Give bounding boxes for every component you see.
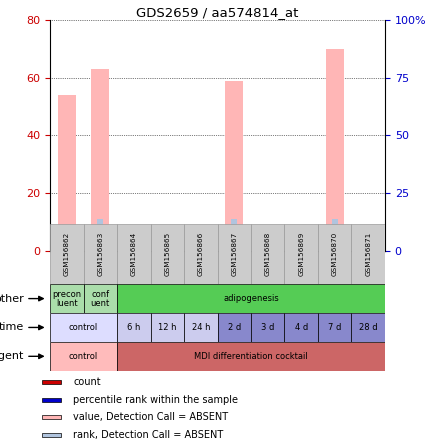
Text: 3 d: 3 d [260, 323, 274, 332]
Bar [317, 313, 351, 342]
Text: 4 d: 4 d [294, 323, 307, 332]
Bar [117, 224, 150, 284]
Bar [351, 313, 384, 342]
Bar [284, 313, 317, 342]
Bar [43, 416, 61, 419]
Text: 12 h: 12 h [158, 323, 176, 332]
Text: 7 d: 7 d [327, 323, 341, 332]
Bar [117, 313, 150, 342]
Bar [217, 224, 250, 284]
Text: GSM156865: GSM156865 [164, 232, 170, 276]
Bar [64, 225, 69, 251]
Bar [184, 313, 217, 342]
Bar [231, 219, 237, 251]
Text: GSM156866: GSM156866 [197, 232, 203, 276]
Text: GSM156871: GSM156871 [365, 232, 370, 276]
Bar [150, 313, 184, 342]
Text: rank, Detection Call = ABSENT: rank, Detection Call = ABSENT [73, 430, 223, 440]
Bar [50, 284, 83, 313]
Bar [83, 224, 117, 284]
Text: GSM156863: GSM156863 [97, 232, 103, 276]
Bar [117, 284, 384, 313]
Text: adipogenesis: adipogenesis [223, 294, 278, 303]
Text: conf
uent: conf uent [90, 289, 110, 308]
Text: agent: agent [0, 351, 24, 361]
Bar [250, 313, 284, 342]
Text: GSM156869: GSM156869 [298, 232, 303, 276]
Text: 6 h: 6 h [127, 323, 140, 332]
Bar [284, 224, 317, 284]
Text: count: count [73, 377, 101, 387]
Text: control: control [69, 323, 98, 332]
Text: GSM156868: GSM156868 [264, 232, 270, 276]
Bar [43, 398, 61, 401]
Bar [83, 284, 117, 313]
Text: GSM156870: GSM156870 [331, 232, 337, 276]
Bar [150, 224, 184, 284]
Bar [250, 224, 284, 284]
Bar [298, 245, 303, 251]
Bar [50, 224, 83, 284]
Bar [325, 49, 343, 251]
Text: precon
luent: precon luent [52, 289, 81, 308]
Bar [43, 380, 61, 384]
Text: GSM156867: GSM156867 [231, 232, 237, 276]
Text: percentile rank within the sample: percentile rank within the sample [73, 395, 237, 404]
Bar [331, 219, 337, 251]
Bar [351, 224, 384, 284]
Bar [91, 69, 109, 251]
Text: 28 d: 28 d [358, 323, 377, 332]
Text: time: time [0, 322, 24, 333]
Bar [117, 342, 384, 371]
Bar [50, 313, 117, 342]
Bar [184, 224, 217, 284]
Bar [97, 219, 103, 251]
Bar [224, 80, 243, 251]
Bar [50, 342, 117, 371]
Text: control: control [69, 352, 98, 361]
Text: GSM156862: GSM156862 [64, 232, 69, 276]
Text: value, Detection Call = ABSENT: value, Detection Call = ABSENT [73, 412, 228, 422]
Title: GDS2659 / aa574814_at: GDS2659 / aa574814_at [136, 6, 298, 19]
Text: GSM156864: GSM156864 [131, 232, 136, 276]
Text: other: other [0, 293, 24, 304]
Bar [317, 224, 351, 284]
Bar [43, 433, 61, 437]
Bar [57, 95, 76, 251]
Bar [217, 313, 250, 342]
Text: MDI differentiation cocktail: MDI differentiation cocktail [194, 352, 307, 361]
Text: 24 h: 24 h [191, 323, 210, 332]
Text: 2 d: 2 d [227, 323, 240, 332]
